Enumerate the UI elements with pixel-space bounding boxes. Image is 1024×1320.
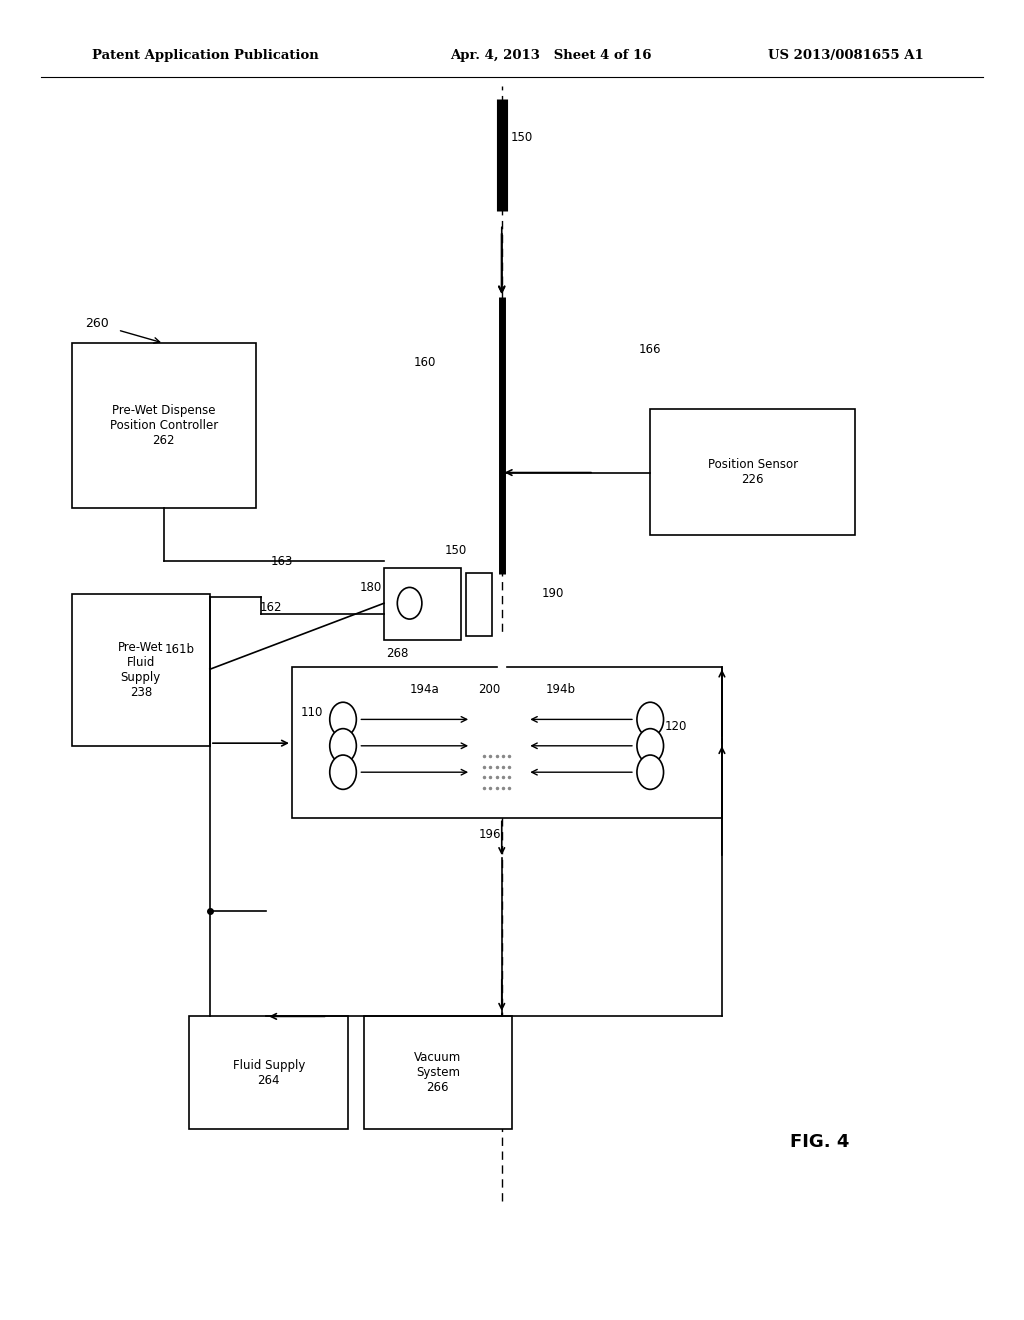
FancyBboxPatch shape [364, 1016, 512, 1129]
Text: 194a: 194a [410, 682, 440, 696]
Text: 162: 162 [260, 601, 283, 614]
Text: Patent Application Publication: Patent Application Publication [92, 49, 318, 62]
Circle shape [330, 729, 356, 763]
Text: Apr. 4, 2013   Sheet 4 of 16: Apr. 4, 2013 Sheet 4 of 16 [451, 49, 652, 62]
Text: 120: 120 [665, 719, 687, 733]
Text: Pre-Wet
Fluid
Supply
238: Pre-Wet Fluid Supply 238 [118, 642, 164, 698]
Text: Position Sensor
226: Position Sensor 226 [708, 458, 798, 486]
Text: 163: 163 [270, 554, 293, 568]
FancyBboxPatch shape [189, 1016, 348, 1129]
Text: 166: 166 [639, 343, 662, 356]
Text: 196: 196 [478, 828, 501, 841]
FancyBboxPatch shape [650, 409, 855, 535]
Text: US 2013/0081655 A1: US 2013/0081655 A1 [768, 49, 924, 62]
Text: 200: 200 [478, 682, 501, 696]
Text: 194b: 194b [546, 682, 577, 696]
Text: 160: 160 [414, 356, 436, 370]
Text: 180: 180 [359, 581, 382, 594]
Circle shape [397, 587, 422, 619]
FancyBboxPatch shape [72, 343, 256, 508]
Circle shape [330, 702, 356, 737]
Text: 260: 260 [85, 317, 110, 330]
Circle shape [637, 755, 664, 789]
Text: Pre-Wet Dispense
Position Controller
262: Pre-Wet Dispense Position Controller 262 [110, 404, 218, 447]
FancyBboxPatch shape [72, 594, 210, 746]
Text: Vacuum
System
266: Vacuum System 266 [414, 1051, 462, 1094]
Text: FIG. 4: FIG. 4 [790, 1133, 849, 1151]
Circle shape [637, 729, 664, 763]
Text: 190: 190 [542, 587, 564, 601]
FancyBboxPatch shape [292, 667, 722, 818]
Text: Fluid Supply
264: Fluid Supply 264 [232, 1059, 305, 1086]
FancyBboxPatch shape [384, 568, 461, 640]
Circle shape [330, 755, 356, 789]
Text: 268: 268 [386, 647, 409, 660]
Text: 110: 110 [301, 706, 324, 719]
Text: 161b: 161b [164, 643, 195, 656]
Text: 150: 150 [511, 131, 534, 144]
FancyBboxPatch shape [466, 573, 492, 636]
Circle shape [637, 702, 664, 737]
Text: 150: 150 [444, 544, 467, 557]
